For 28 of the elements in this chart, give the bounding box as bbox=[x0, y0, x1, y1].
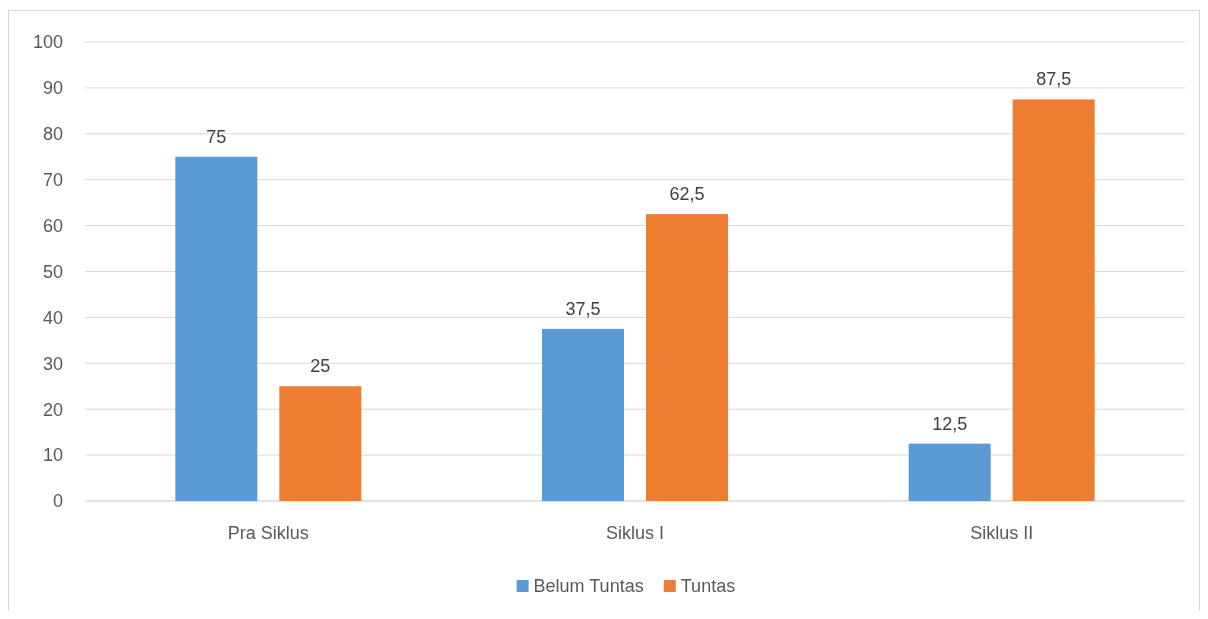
y-tick-label: 90 bbox=[42, 78, 63, 99]
y-tick-label: 50 bbox=[42, 261, 63, 282]
y-tick-label: 70 bbox=[42, 170, 63, 190]
y-tick-label: 100 bbox=[32, 32, 63, 53]
x-tick-label: Siklus II bbox=[970, 523, 1034, 543]
y-tick-label: 20 bbox=[42, 399, 63, 420]
bar bbox=[542, 328, 624, 501]
y-tick-label: 10 bbox=[42, 445, 63, 466]
y-tick-label: 60 bbox=[42, 215, 63, 236]
y-tick-label: 0 bbox=[52, 491, 63, 512]
x-tick-label: Siklus I bbox=[605, 523, 665, 543]
bar bbox=[646, 214, 728, 501]
data-label: 87,5 bbox=[1036, 69, 1072, 90]
y-tick-label: 40 bbox=[42, 307, 63, 328]
y-tick-label: 80 bbox=[42, 124, 63, 145]
data-label: 25 bbox=[310, 356, 331, 377]
legend-label: Belum Tuntas bbox=[533, 576, 644, 597]
data-label: 37,5 bbox=[565, 298, 601, 319]
x-tick-label: Pra Siklus bbox=[227, 523, 309, 543]
bar bbox=[279, 386, 362, 501]
bar bbox=[908, 443, 991, 501]
data-label: 62,5 bbox=[669, 184, 705, 205]
bar bbox=[175, 156, 258, 501]
y-tick-label: 30 bbox=[42, 353, 63, 374]
bar bbox=[1012, 99, 1095, 501]
data-label: 12,5 bbox=[932, 413, 968, 434]
data-label: 75 bbox=[206, 126, 227, 147]
legend-label: Tuntas bbox=[680, 576, 736, 597]
